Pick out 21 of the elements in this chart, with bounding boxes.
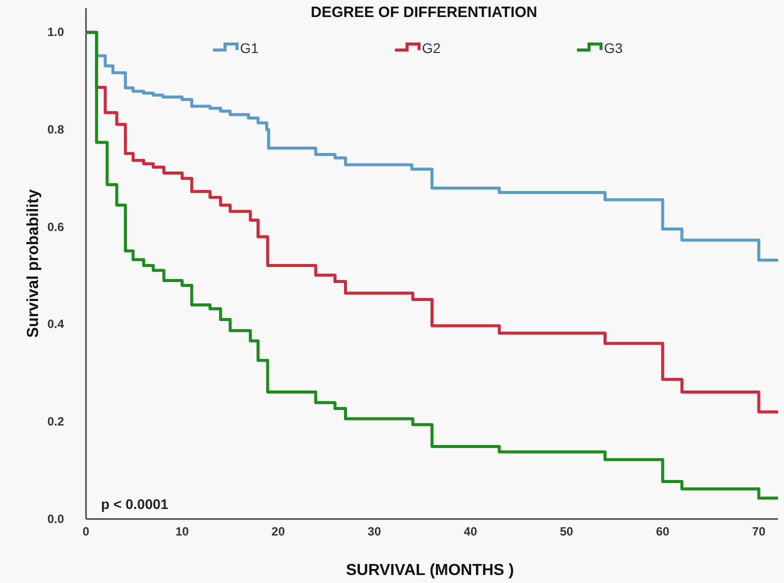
y-tick-label: 0.6	[47, 220, 64, 234]
y-tick-label: 1.0	[47, 25, 64, 40]
y-axis-title: Survival probability	[25, 189, 42, 338]
legend-label: G3	[604, 40, 623, 56]
x-tick-label: 60	[656, 524, 670, 539]
x-tick-label: 20	[272, 524, 286, 539]
x-tick-label: 40	[464, 524, 478, 539]
x-tick-label: 50	[560, 524, 574, 539]
legend-title: DEGREE OF DIFFERENTIATION	[310, 4, 538, 21]
legend-label: G1	[240, 40, 259, 56]
x-axis-title: SURVIVAL (MONTHS )	[346, 562, 514, 579]
x-tick-label: 0	[82, 524, 90, 539]
annotation: p < 0.0001	[101, 496, 169, 512]
x-tick-label: 10	[175, 524, 190, 539]
x-tick-label: 30	[368, 524, 382, 539]
y-tick-label: 0.2	[47, 414, 64, 429]
y-tick-label: 0.0	[47, 512, 64, 526]
y-tick-label: 0.4	[47, 317, 64, 332]
legend-label: G2	[422, 40, 441, 56]
x-tick-label: 70	[752, 524, 766, 539]
y-tick-label: 0.8	[47, 122, 64, 137]
